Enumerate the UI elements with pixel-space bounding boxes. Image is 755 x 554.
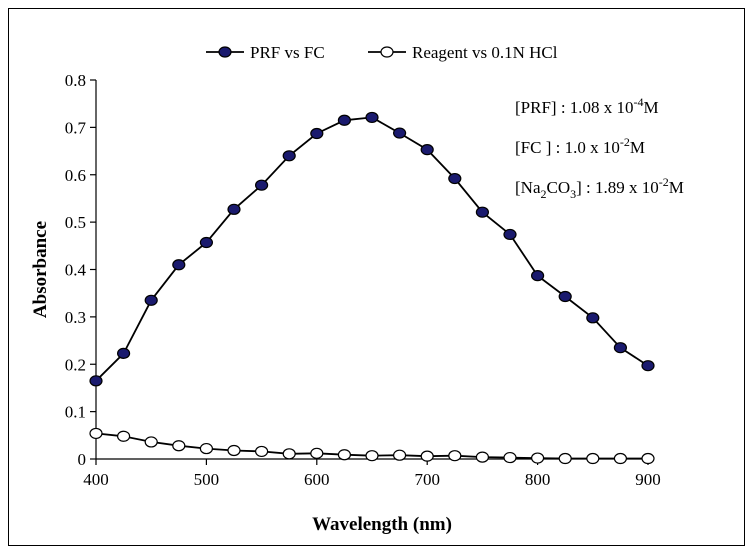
data-point-series-2 [503, 451, 517, 464]
x-axis-title: Wavelength (nm) [312, 514, 452, 535]
data-point-series-1 [586, 312, 600, 324]
data-point-series-1 [475, 206, 489, 218]
annotation-part: [FC ] : 1.0 x 10 [515, 138, 620, 157]
legend-label-2: Reagent vs 0.1N HCl [412, 43, 558, 62]
annotation-part: M [669, 178, 684, 197]
data-point-series-2 [365, 450, 379, 462]
data-point-series-2 [282, 448, 296, 460]
data-point-series-2 [199, 442, 213, 455]
data-point-series-1 [337, 114, 351, 126]
annotation-2: [FC ] : 1.0 x 10-2M [515, 135, 645, 157]
legend-label-1: PRF vs FC [250, 43, 325, 62]
y-tick-label: 0.2 [65, 355, 86, 374]
data-point-series-2 [475, 451, 489, 463]
y-axis-title: Absorbance [30, 221, 51, 318]
data-point-series-2 [172, 440, 186, 452]
annotation-part: [Na [515, 178, 541, 197]
data-point-series-2 [393, 449, 407, 461]
annotation-part: 2 [540, 187, 546, 201]
data-point-series-2 [116, 430, 131, 442]
data-point-series-1 [503, 228, 517, 241]
y-tick-label: 0.1 [65, 403, 86, 422]
data-point-series-1 [255, 179, 269, 191]
y-tick-label: 0.7 [65, 118, 87, 137]
data-point-series-2 [337, 449, 351, 461]
data-point-series-1 [144, 294, 158, 306]
data-point-series-1 [530, 270, 545, 282]
annotation-part: M [644, 98, 659, 117]
y-tick-label: 0.8 [65, 71, 86, 90]
data-point-series-2 [227, 444, 241, 457]
data-point-series-2 [144, 436, 158, 448]
annotation-part: ] : 1.89 x 10 [576, 178, 659, 197]
data-point-series-2 [310, 447, 324, 459]
data-point-series-2 [448, 450, 462, 462]
data-point-series-1 [199, 236, 213, 249]
y-tick-label: 0.6 [65, 166, 86, 185]
data-point-series-2 [641, 452, 655, 465]
data-point-series-1 [227, 203, 241, 215]
y-tick-label: 0.5 [65, 213, 86, 232]
annotation-part: -4 [634, 95, 644, 109]
annotation-1: [PRF] : 1.08 x 10-4M [515, 95, 659, 117]
data-point-series-1 [641, 360, 655, 372]
x-tick-label: 700 [414, 470, 440, 489]
x-tick-label: 500 [194, 470, 220, 489]
annotation-3: [Na2CO3] : 1.89 x 10-2M [515, 175, 684, 201]
data-point-series-1 [282, 150, 296, 162]
data-point-series-1 [310, 127, 324, 140]
annotation-part: [PRF] : 1.08 x 10 [515, 98, 634, 117]
annotation-part: -2 [620, 135, 630, 149]
data-point-series-1 [420, 144, 434, 156]
annotation-part: CO [546, 178, 570, 197]
data-point-series-1 [172, 259, 186, 271]
legend-marker-2 [380, 46, 394, 58]
data-point-series-2 [89, 427, 103, 440]
data-point-series-2 [530, 452, 545, 464]
y-tick-label: 0.4 [65, 261, 87, 280]
x-tick-label: 900 [635, 470, 661, 489]
y-tick-label: 0.3 [65, 308, 86, 327]
data-point-series-2 [613, 452, 628, 465]
x-tick-label: 800 [525, 470, 551, 489]
data-point-series-1 [116, 347, 131, 359]
data-point-series-2 [420, 450, 434, 462]
x-tick-label: 400 [83, 470, 109, 489]
y-tick-label: 0 [78, 450, 87, 469]
data-point-series-1 [393, 127, 407, 139]
data-point-series-1 [365, 111, 379, 124]
data-point-series-1 [558, 290, 572, 303]
data-point-series-2 [558, 452, 572, 465]
data-point-series-2 [586, 452, 600, 465]
data-point-series-1 [448, 172, 462, 185]
annotation-part: M [630, 138, 645, 157]
x-tick-label: 600 [304, 470, 330, 489]
data-point-series-2 [255, 445, 269, 458]
data-point-series-1 [89, 375, 103, 387]
annotation-part: -2 [659, 175, 669, 189]
legend-marker-1 [218, 46, 232, 58]
data-point-series-1 [613, 342, 628, 354]
annotation-part: 3 [570, 187, 576, 201]
